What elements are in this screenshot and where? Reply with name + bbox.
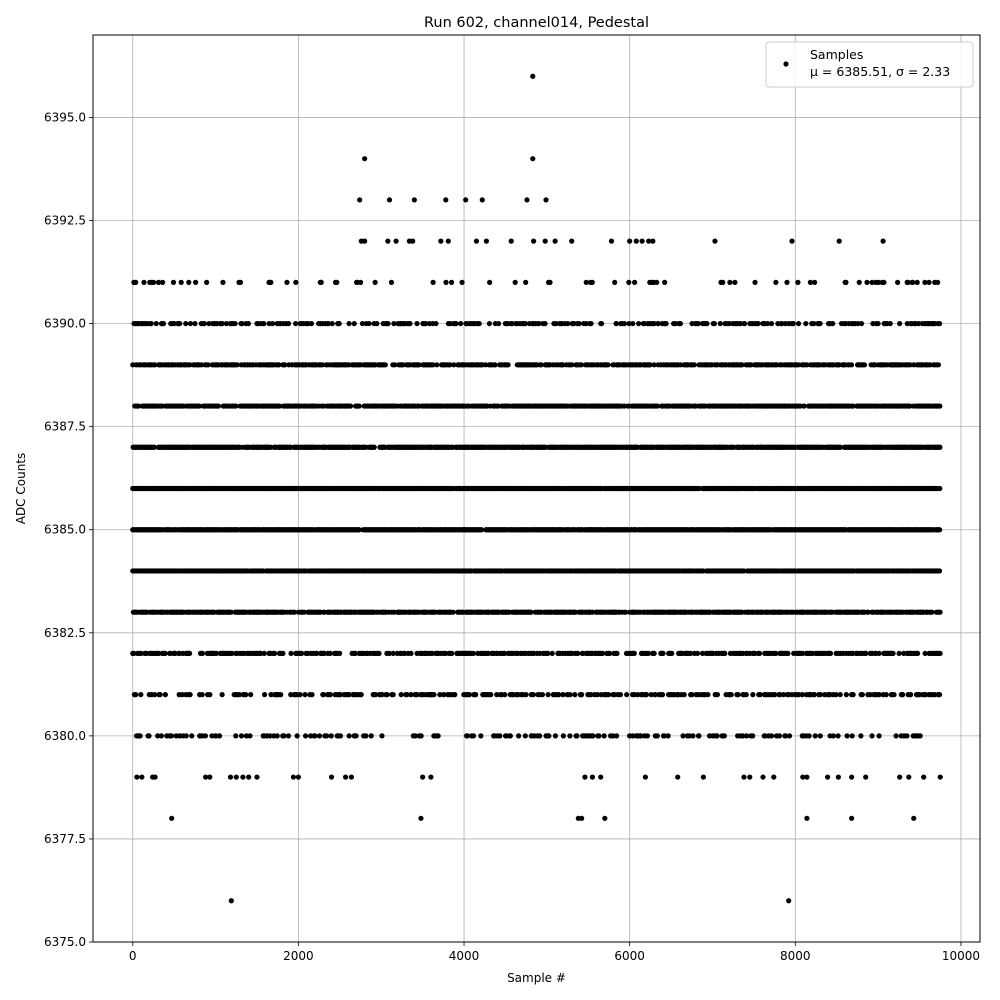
sample-point xyxy=(382,362,388,368)
sample-point xyxy=(937,609,943,615)
sample-point xyxy=(935,362,942,368)
sample-point xyxy=(337,650,343,657)
sample-point xyxy=(347,403,354,409)
sample-point xyxy=(408,650,414,657)
sample-point xyxy=(937,485,943,492)
sample-point xyxy=(199,650,206,657)
sample-point xyxy=(288,650,294,657)
sample-point xyxy=(937,527,943,533)
sample-point xyxy=(162,650,168,657)
sample-point xyxy=(492,362,498,368)
sample-point xyxy=(371,444,377,450)
sample-point xyxy=(929,609,935,615)
sample-point xyxy=(299,650,305,657)
sample-point xyxy=(267,444,274,450)
sample-point xyxy=(505,362,511,368)
sample-point xyxy=(215,403,221,409)
sample-point xyxy=(261,650,267,657)
sample-point xyxy=(936,568,943,574)
sample-point xyxy=(631,650,637,657)
sample-point xyxy=(449,650,455,657)
sample-point xyxy=(937,444,943,450)
sample-point xyxy=(651,650,657,657)
sample-point xyxy=(280,650,286,657)
sample-point xyxy=(937,403,943,409)
sample-point xyxy=(575,650,581,657)
sample-point xyxy=(470,650,476,657)
sample-point xyxy=(187,650,193,657)
sample-point xyxy=(614,650,620,657)
sample-point xyxy=(434,362,440,368)
sample-point xyxy=(356,403,362,409)
sample-point xyxy=(605,362,611,368)
sample-point xyxy=(450,609,456,615)
sample-point xyxy=(691,362,697,368)
sample-point xyxy=(356,527,362,533)
sample-point xyxy=(151,444,157,450)
sample-point xyxy=(478,527,485,533)
sample-point xyxy=(848,362,855,368)
sample-point xyxy=(861,362,868,368)
sample-point xyxy=(549,650,555,657)
data-points xyxy=(130,73,943,904)
sample-point xyxy=(272,650,278,657)
sample-point xyxy=(376,650,382,657)
